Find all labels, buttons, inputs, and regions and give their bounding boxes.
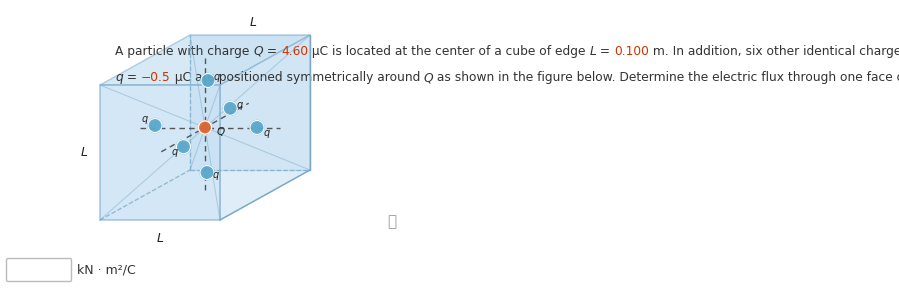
Circle shape — [179, 142, 188, 151]
Text: q: q — [264, 128, 270, 137]
Text: q: q — [142, 114, 148, 123]
Text: =: = — [263, 45, 280, 58]
Circle shape — [201, 74, 215, 88]
Text: 4.60: 4.60 — [280, 45, 308, 58]
Text: μC is located at the center of a cube of edge: μC is located at the center of a cube of… — [308, 45, 590, 58]
Text: q: q — [172, 147, 178, 157]
Text: as shown in the figure below. Determine the electric flux through one face of th: as shown in the figure below. Determine … — [433, 71, 899, 84]
Text: L: L — [250, 16, 256, 29]
Text: Q: Q — [423, 71, 433, 84]
Text: A particle with charge: A particle with charge — [115, 45, 254, 58]
Polygon shape — [220, 35, 310, 220]
Text: −0.5: −0.5 — [141, 71, 171, 84]
Circle shape — [203, 168, 211, 177]
Text: m. In addition, six other identical charged particles having: m. In addition, six other identical char… — [649, 45, 899, 58]
Text: 0.100: 0.100 — [614, 45, 649, 58]
Circle shape — [226, 104, 235, 112]
Circle shape — [223, 101, 237, 115]
Text: =: = — [123, 71, 141, 84]
Text: L: L — [590, 45, 596, 58]
Text: Q: Q — [217, 126, 225, 136]
Circle shape — [204, 76, 212, 85]
Text: L: L — [81, 146, 88, 159]
Circle shape — [151, 121, 159, 130]
Text: q: q — [115, 71, 123, 84]
Circle shape — [253, 123, 262, 132]
Polygon shape — [100, 35, 310, 85]
Text: q: q — [214, 72, 220, 83]
Text: kN · m²/C: kN · m²/C — [77, 263, 136, 277]
FancyBboxPatch shape — [6, 258, 72, 282]
Circle shape — [201, 124, 209, 131]
Text: μC are positioned symmetrically around: μC are positioned symmetrically around — [171, 71, 423, 84]
Circle shape — [200, 165, 214, 179]
Circle shape — [148, 119, 162, 133]
Polygon shape — [100, 85, 220, 220]
Circle shape — [176, 140, 191, 154]
Text: q: q — [236, 100, 243, 110]
Text: L: L — [156, 232, 164, 245]
Text: =: = — [596, 45, 614, 58]
Polygon shape — [190, 35, 310, 170]
Text: ⓘ: ⓘ — [387, 215, 396, 229]
Text: Q: Q — [254, 45, 263, 58]
Text: q: q — [213, 170, 219, 181]
Circle shape — [199, 121, 211, 134]
Circle shape — [250, 120, 264, 134]
